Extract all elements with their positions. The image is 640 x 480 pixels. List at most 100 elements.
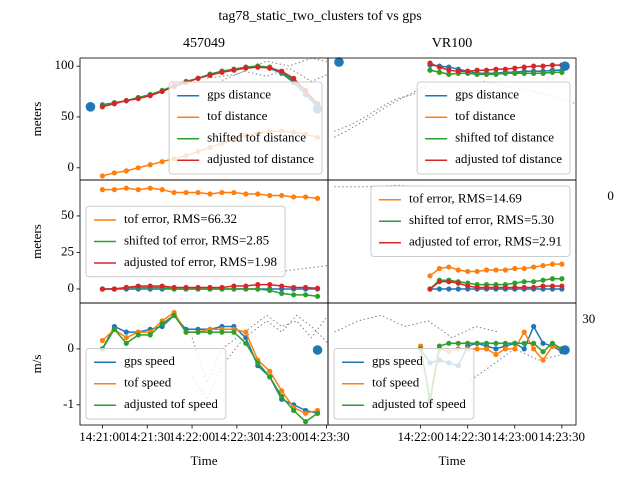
series-marker [540, 63, 546, 69]
series-marker [531, 340, 537, 346]
series-marker [446, 67, 452, 73]
series-marker [123, 335, 129, 341]
series-marker [502, 284, 508, 291]
series-marker [255, 64, 261, 70]
series-marker [255, 286, 261, 292]
legend-box [168, 81, 323, 175]
series-marker [291, 194, 297, 200]
series-marker [540, 340, 546, 346]
series-marker [474, 340, 480, 346]
series-marker [111, 326, 117, 332]
series-marker [540, 277, 546, 283]
x-tick-label: 14:22:30 [445, 429, 491, 444]
series-line [419, 342, 563, 400]
legend-label: adjusted tof distance [455, 151, 562, 166]
series-marker [171, 312, 177, 318]
figure-title: tag78_static_two_clusters tof vs gps [218, 9, 421, 24]
legend-label: tof error, RMS=14.69 [409, 191, 522, 206]
series-marker [521, 340, 527, 346]
reference-line [206, 58, 328, 79]
series-marker [231, 189, 237, 196]
series-marker [243, 340, 249, 346]
series-marker [195, 189, 201, 196]
series-marker [135, 96, 141, 102]
series-marker [267, 65, 273, 71]
series-marker [493, 267, 499, 273]
series-marker [279, 283, 285, 289]
series-marker [521, 70, 527, 76]
series-marker [483, 340, 490, 346]
series-marker [302, 194, 309, 200]
end-point [560, 61, 570, 71]
series-marker [455, 267, 461, 273]
series-marker [502, 346, 508, 352]
legend: gps distance tof distance shifted tof dist… [168, 81, 323, 175]
legend-box [333, 348, 475, 420]
series-marker [195, 329, 201, 335]
series-marker [483, 71, 490, 77]
series-marker [207, 284, 213, 291]
series-marker [314, 410, 321, 416]
series-marker [123, 168, 129, 174]
series-marker [455, 286, 461, 292]
series-marker [111, 187, 117, 193]
series-marker [243, 191, 249, 197]
series-marker [243, 329, 249, 335]
legend: gps distance tof distance shifted tof dist… [416, 81, 571, 175]
x-axis-label: Time [191, 453, 218, 468]
series-marker [314, 195, 321, 202]
series-marker [436, 64, 443, 70]
legend-label: tof speed [124, 375, 172, 390]
y-axis-label: meters [29, 224, 44, 259]
series-marker [474, 346, 480, 352]
series-marker [314, 293, 321, 299]
series-marker [531, 284, 537, 291]
series-marker [279, 192, 285, 199]
series-marker [436, 279, 443, 285]
series-marker [531, 70, 537, 76]
series-marker [159, 187, 165, 193]
series-marker [123, 98, 129, 104]
series-marker [427, 273, 433, 279]
series-marker [291, 75, 297, 81]
series-marker [111, 286, 117, 292]
series-marker [549, 283, 556, 289]
series-marker [135, 283, 141, 289]
series-marker [111, 170, 117, 176]
legend-label: shifted tof error, RMS=2.85 [124, 232, 269, 247]
y-tick-label: 0 [68, 280, 75, 295]
y-axis-label: m/s [29, 355, 44, 374]
series-marker [302, 419, 309, 425]
x-tick-label: 14:23:00 [492, 429, 538, 444]
y-tick-label: 0 [68, 340, 75, 355]
series-marker [207, 191, 213, 197]
series-marker [302, 292, 309, 298]
series-marker [243, 65, 249, 71]
series-marker [135, 187, 141, 193]
series-marker [291, 284, 297, 291]
axes-frame [327, 302, 577, 426]
legend-box [370, 185, 571, 257]
y-tick-label: 50 [61, 108, 74, 123]
series-marker [502, 267, 508, 273]
x-tick-label: 14:22:00 [397, 429, 443, 444]
reference-line [334, 83, 429, 138]
series-marker [243, 283, 249, 289]
legend-label: gps speed [124, 353, 175, 368]
series-marker [147, 185, 153, 191]
series-marker [255, 360, 261, 366]
series-marker [474, 67, 480, 73]
series-marker [147, 283, 153, 289]
legend-label: tof error, RMS=66.32 [124, 211, 237, 226]
legend-label: tof speed [372, 375, 420, 390]
series-marker [502, 70, 508, 76]
legend: tof error, RMS=66.32 shifted tof error, R… [85, 205, 286, 278]
series-marker [111, 101, 117, 107]
series-marker [549, 261, 556, 267]
series-marker [99, 173, 106, 179]
y-axis-label: meters [29, 102, 44, 137]
series-marker [446, 340, 452, 346]
annotation: 30 [582, 311, 595, 326]
y-tick-label: 50 [61, 207, 74, 222]
series-marker [446, 71, 452, 77]
